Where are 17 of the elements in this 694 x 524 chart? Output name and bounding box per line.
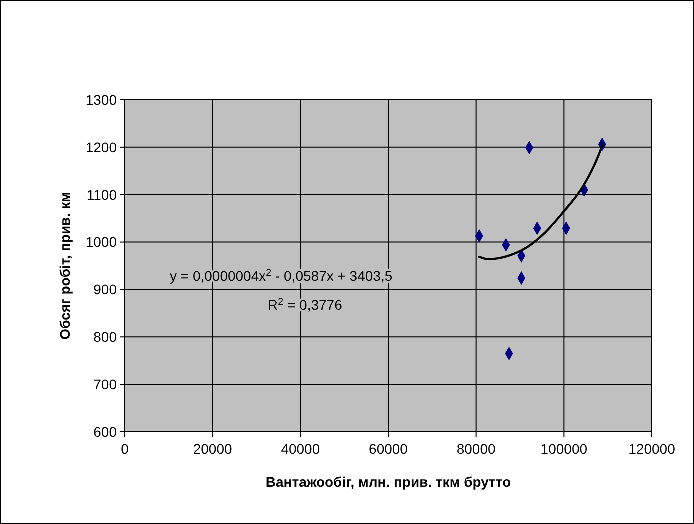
- x-tick-label: 40000: [281, 441, 320, 457]
- x-axis-title: Вантажообіг, млн. прив. ткм брутто: [266, 474, 512, 490]
- y-tick-label: 1000: [86, 234, 118, 250]
- x-tick-label: 60000: [369, 441, 408, 457]
- y-tick-label: 1200: [86, 139, 118, 156]
- y-tick-label: 600: [94, 424, 118, 440]
- y-axis-title: Обсяг робіт, прив. км: [57, 192, 73, 340]
- y-tick-label: 900: [94, 282, 118, 298]
- y-tick-label: 1100: [86, 186, 118, 203]
- y-tick-label: 800: [94, 329, 118, 346]
- x-tick-label: 100000: [540, 441, 588, 457]
- x-tick-label: 20000: [193, 441, 233, 457]
- y-tick-label: 1300: [86, 92, 118, 108]
- x-tick-label: 120000: [628, 441, 676, 457]
- x-tick-label: 0: [121, 441, 130, 457]
- x-tick-label: 80000: [456, 441, 496, 457]
- y-tick-label: 700: [94, 376, 118, 392]
